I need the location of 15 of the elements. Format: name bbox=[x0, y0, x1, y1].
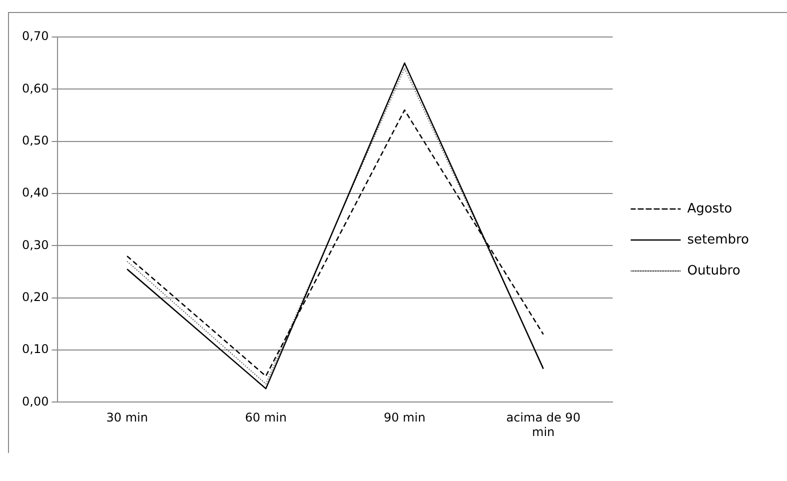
y-tick-label: 0,10 bbox=[22, 342, 49, 356]
legend-label: setembro bbox=[687, 232, 750, 248]
legend-label: Agosto bbox=[687, 201, 732, 216]
x-tick-label: acima de 90 min bbox=[506, 410, 580, 439]
y-tick-label: 0,30 bbox=[22, 238, 49, 252]
y-tick-label: 0,40 bbox=[22, 186, 49, 200]
y-tick-label: 0,50 bbox=[22, 133, 49, 148]
y-tick-label: 0,00 bbox=[22, 394, 49, 408]
x-tick-label: 30 min bbox=[106, 410, 148, 425]
x-tick-label: 90 min bbox=[384, 410, 426, 425]
x-tick-label: 60 min bbox=[244, 410, 287, 425]
y-tick-label: 0,20 bbox=[22, 290, 49, 304]
legend-label: Outubro bbox=[687, 263, 740, 278]
y-tick-label: 0,60 bbox=[22, 81, 49, 96]
y-tick-label: 0,70 bbox=[22, 29, 49, 44]
